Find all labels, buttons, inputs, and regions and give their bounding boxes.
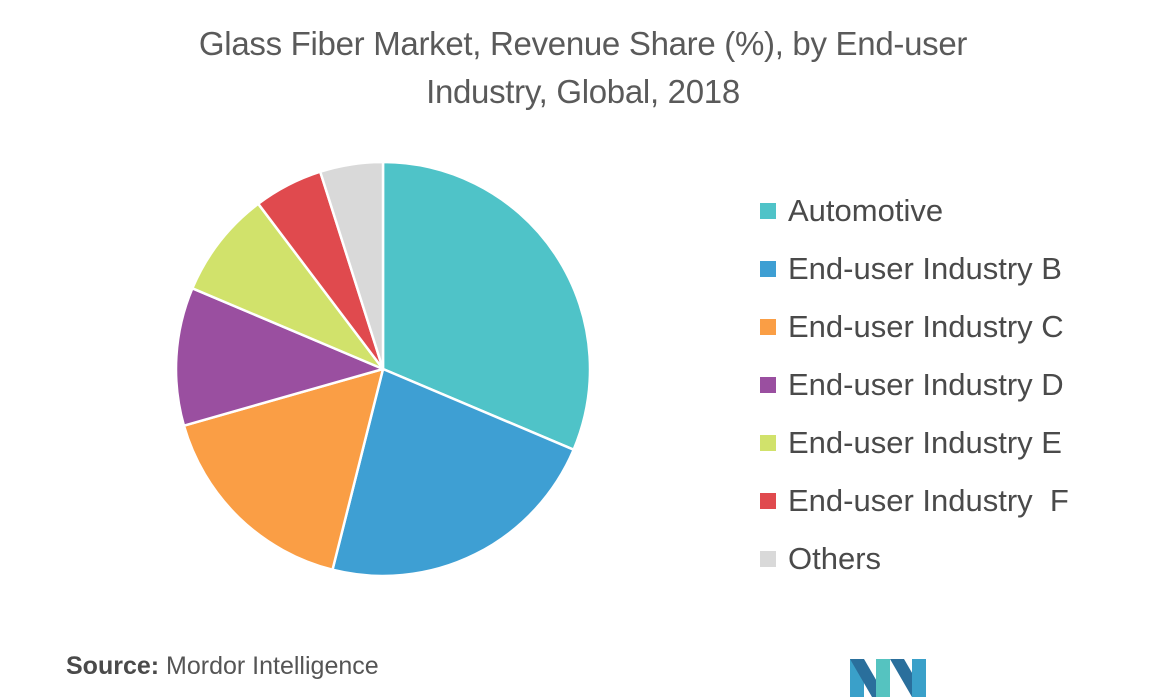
legend-label: End-user Industry B bbox=[788, 251, 1062, 286]
legend-item: Others bbox=[760, 530, 1160, 588]
legend-swatch bbox=[760, 435, 776, 451]
legend-swatch bbox=[760, 551, 776, 567]
legend-item: End-user Industry B bbox=[760, 240, 1160, 298]
pie-slice-automotive bbox=[381, 160, 592, 451]
legend-item: End-user Industry C bbox=[760, 298, 1160, 356]
pie-slice-end-user-industry-c bbox=[182, 367, 385, 571]
source-label: Source: bbox=[66, 652, 160, 680]
mordor-intelligence-logo bbox=[850, 659, 926, 697]
source-note: Source: Mordor Intelligence bbox=[66, 652, 379, 681]
legend-swatch bbox=[760, 377, 776, 393]
legend-item: End-user Industry E bbox=[760, 414, 1160, 472]
legend-label: End-user Industry F bbox=[788, 483, 1069, 518]
legend-label: End-user Industry D bbox=[788, 367, 1064, 402]
source-value: Mordor Intelligence bbox=[166, 652, 379, 680]
legend-item: End-user Industry F bbox=[760, 472, 1160, 530]
pie-slice-end-user-industry-d bbox=[174, 287, 385, 427]
pie-slice-end-user-industry-e bbox=[191, 202, 385, 371]
chart-legend: Automotive End-user Industry B End-user In… bbox=[760, 182, 1160, 588]
pie-slices bbox=[174, 160, 592, 578]
legend-label: Others bbox=[788, 541, 882, 576]
legend-swatch bbox=[760, 203, 776, 219]
chart-title-line-1: Glass Fiber Market, Revenue Share (%), b… bbox=[198, 25, 968, 62]
legend-label: End-user Industry E bbox=[788, 425, 1062, 460]
legend-label: End-user Industry C bbox=[788, 309, 1064, 344]
chart-title-line-2: Industry, Global, 2018 bbox=[426, 73, 740, 110]
pie-slice-others bbox=[318, 160, 385, 371]
legend-item: End-user Industry D bbox=[760, 356, 1160, 414]
pie-slice-end-user-industry-b bbox=[331, 367, 575, 578]
legend-item: Automotive bbox=[760, 182, 1160, 240]
legend-swatch bbox=[760, 493, 776, 509]
legend-swatch bbox=[760, 261, 776, 277]
legend-swatch bbox=[760, 319, 776, 335]
chart-title: Glass Fiber Market, Revenue Share (%), b… bbox=[83, 20, 1083, 116]
legend-label: Automotive bbox=[788, 193, 944, 228]
